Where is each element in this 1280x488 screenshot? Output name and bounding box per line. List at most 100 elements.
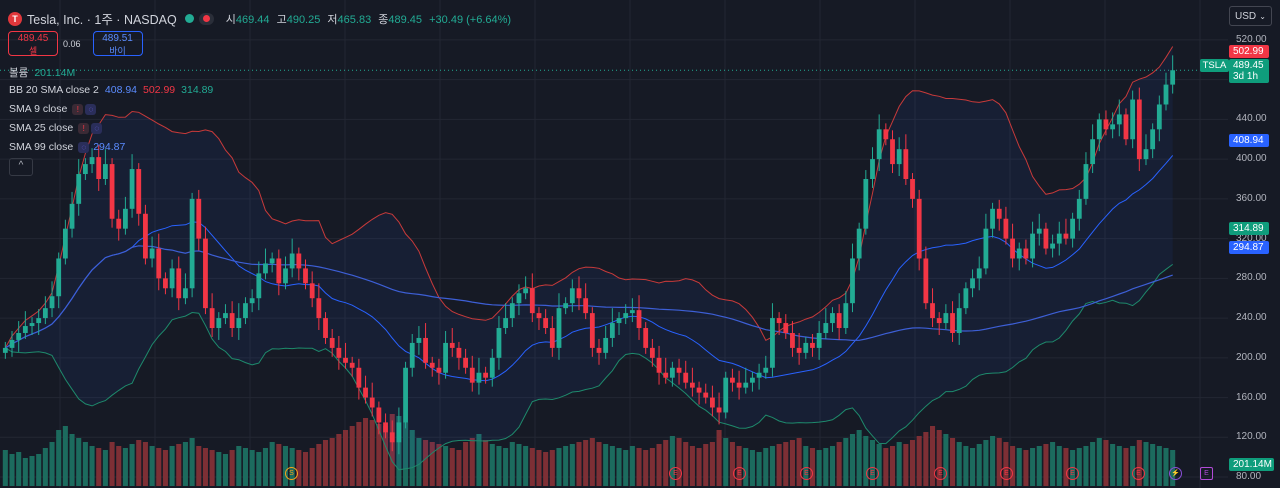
candle-body (149, 248, 155, 259)
volume-bar (256, 452, 262, 486)
earnings-event-icon[interactable]: E (800, 467, 813, 480)
volume-bar (996, 438, 1002, 486)
candle-body (816, 332, 822, 348)
candle-body (850, 258, 855, 304)
candle-body (910, 178, 915, 199)
earnings-event-icon[interactable]: E (866, 467, 879, 480)
candle-body (676, 367, 682, 373)
candle-body (1116, 114, 1122, 125)
price-tick: 200.00 (1236, 351, 1267, 363)
earnings-event-icon[interactable]: E (1000, 467, 1013, 480)
candle-body (349, 362, 355, 368)
candle-body (303, 268, 308, 284)
candle-body (656, 357, 662, 373)
volume-bar (82, 442, 88, 486)
candle-body (109, 164, 115, 219)
volume-bar (589, 438, 595, 486)
volume-bar (1030, 448, 1036, 486)
volume-bar (329, 438, 335, 486)
candle-body (283, 268, 288, 284)
candle-body (163, 278, 168, 289)
spread-value: 0.06 (63, 38, 81, 49)
earnings-event-icon[interactable]: E (1066, 467, 1079, 480)
price-tick: 520.00 (1236, 33, 1267, 45)
candle-body (269, 258, 275, 264)
earnings-event-icon[interactable]: E (934, 467, 947, 480)
volume-bar (42, 448, 48, 486)
sma25-legend[interactable]: SMA 25 close! ◌ (9, 122, 104, 134)
price-tick: 360.00 (1236, 192, 1267, 204)
split-event-icon[interactable]: S (285, 467, 298, 480)
volume-bar (463, 442, 469, 486)
volume-bar (209, 450, 215, 486)
volume-bar (336, 434, 342, 486)
candle-body (1070, 218, 1076, 239)
volume-bar (583, 440, 589, 486)
volume-legend[interactable]: 볼륨 201.14M (9, 65, 75, 80)
volume-bar (409, 430, 415, 486)
volume-bar (356, 422, 362, 486)
sma9-legend[interactable]: SMA 9 close! ◌ (9, 103, 98, 115)
candle-body (796, 347, 802, 353)
candle-body (803, 342, 809, 353)
earnings-event-icon[interactable]: E (669, 467, 682, 480)
volume-bar (49, 442, 55, 486)
volume-bar (549, 450, 555, 486)
volume-bar (676, 438, 682, 486)
volume-bar (182, 442, 188, 486)
volume-bar (769, 446, 775, 486)
volume-bar (543, 452, 549, 486)
candle-body (903, 149, 909, 179)
last-price-label: 489.45 3d 1h (1229, 59, 1269, 83)
currency-label: USD (1235, 11, 1257, 22)
candle-body (643, 328, 649, 348)
bb-legend[interactable]: BB 20 SMA close 2 408.94 502.99 314.89 (9, 84, 213, 96)
volume-bar (189, 438, 195, 486)
candle-body (1096, 119, 1102, 140)
candle-body (509, 303, 515, 319)
volume-bar (469, 438, 475, 486)
earnings-event-icon[interactable]: E (733, 467, 746, 480)
sma99-name: SMA 99 close (9, 141, 74, 153)
collapse-legend-button[interactable]: ^ (9, 158, 33, 176)
candle-body (983, 228, 989, 269)
candle-body (876, 129, 882, 160)
alert-icon[interactable] (198, 12, 214, 25)
open-key: 시 (225, 13, 236, 26)
sma99-legend[interactable]: SMA 99 close ◌ 294.87 (9, 141, 125, 153)
currency-select[interactable]: USD ⌄ (1229, 6, 1272, 26)
candle-body (369, 397, 375, 408)
earnings-event-icon[interactable]: E (1132, 467, 1145, 480)
candle-body (423, 337, 428, 363)
volume-bar (723, 438, 729, 486)
candle-body (663, 372, 669, 378)
price-tick: 440.00 (1236, 113, 1267, 125)
candle-body (129, 169, 135, 209)
volume-bar (903, 444, 909, 486)
volume-bar (943, 434, 949, 486)
volume-bar (796, 438, 802, 486)
sell-button[interactable]: 489.45 셀 (8, 31, 58, 56)
buy-button[interactable]: 489.51 바이 (92, 31, 143, 56)
volume-bar (262, 448, 269, 486)
candle-body (316, 298, 322, 319)
candle-body (976, 268, 982, 279)
volume-bar (683, 442, 689, 486)
volume-bar (1050, 442, 1056, 486)
high-key: 고 (276, 13, 287, 26)
symbol-title[interactable]: Tesla, Inc. · 1주 · NASDAQ (27, 13, 177, 27)
candle-body (1103, 119, 1109, 130)
candle-body (1163, 84, 1169, 105)
candle-body (389, 432, 395, 443)
volume-bar (449, 448, 455, 486)
news-event-icon[interactable]: ⚡ (1169, 467, 1182, 480)
chevron-down-icon: ⌄ (1259, 12, 1266, 21)
close-value: 489.45 (388, 13, 423, 26)
volume-bar (629, 446, 635, 486)
price-tick: 120.00 (1236, 431, 1267, 443)
earnings-event-icon[interactable]: E (1200, 467, 1213, 480)
volume-bar (1096, 438, 1102, 486)
volume-bar (229, 450, 235, 486)
candle-body (783, 323, 789, 333)
